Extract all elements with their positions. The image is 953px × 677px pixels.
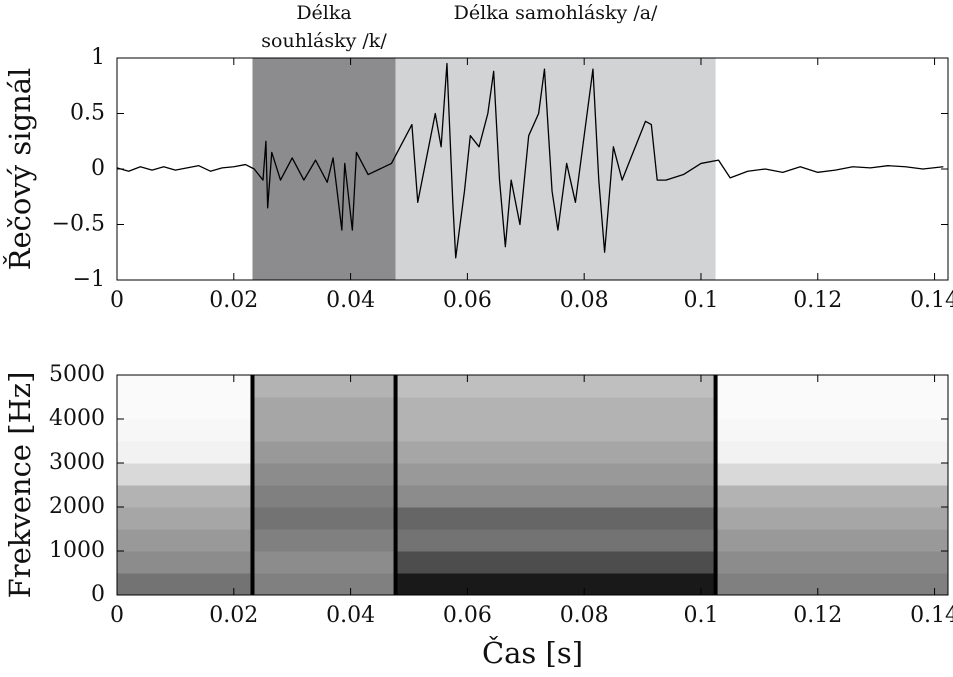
spectrogram-cell [117, 507, 253, 530]
spectrogram-cell [117, 419, 253, 442]
spectrogram-cell [252, 529, 397, 552]
x-tick-label: 0.08 [560, 288, 609, 313]
spectrogram-cell [117, 573, 253, 596]
spectrogram-cell [117, 529, 253, 552]
spectrogram-cell [715, 485, 949, 508]
y-tick-label: 1 [91, 45, 105, 70]
spectrogram-cell [395, 419, 717, 442]
spectrogram-cell [395, 573, 717, 596]
span-label: souhlásky /k/ [261, 30, 387, 52]
y-tick-label: 1000 [49, 538, 105, 563]
x-axis-label: Čas [s] [482, 635, 583, 670]
x-tick-label: 0.1 [683, 288, 718, 313]
spectrogram-cell [117, 551, 253, 574]
spectrogram-cell [252, 485, 397, 508]
y-tick-label: 0 [91, 582, 105, 607]
x-tick-label: 0.12 [793, 288, 842, 313]
spectrogram-cell [395, 507, 717, 530]
x-tick-label: 0 [110, 288, 124, 313]
span [395, 58, 716, 280]
x-tick-label: 0.14 [910, 603, 953, 628]
x-tick-label: 0.02 [209, 603, 258, 628]
y-tick-label: −1 [73, 267, 105, 292]
x-tick-label: 0.08 [560, 603, 609, 628]
y-tick-label: 4000 [49, 406, 105, 431]
spectrogram-cell [395, 551, 717, 574]
spectrogram-cell [715, 507, 949, 530]
y-tick-label: 3000 [49, 450, 105, 475]
spectrogram-cell [252, 419, 397, 442]
spectrogram-cell [252, 507, 397, 530]
spectrogram-cell [715, 441, 949, 464]
x-tick-label: 0 [110, 603, 124, 628]
span [252, 58, 396, 280]
spectrogram-cell [252, 397, 397, 420]
spectrogram-cell [395, 441, 717, 464]
x-tick-label: 0.04 [326, 288, 375, 313]
y-tick-label: 5000 [49, 362, 105, 387]
spectrogram-cell [395, 375, 717, 398]
x-tick-label: 0.12 [793, 603, 842, 628]
spectrogram-cell [715, 551, 949, 574]
spectrogram-cell [252, 573, 397, 596]
spectrogram-cell [395, 397, 717, 420]
y-tick-label: −0.5 [52, 212, 105, 237]
spectrogram-cell [117, 485, 253, 508]
spectrogram-cell [117, 463, 253, 486]
spectrogram-cell [715, 463, 949, 486]
spectrogram-cell [252, 463, 397, 486]
spectrogram-cell [252, 551, 397, 574]
x-tick-label: 0.04 [326, 603, 375, 628]
spectrogram-cell [117, 375, 253, 398]
x-tick-label: 0.14 [910, 288, 953, 313]
spectrogram-cell [117, 441, 253, 464]
spectrogram-cell [715, 375, 949, 398]
x-tick-label: 0.06 [443, 603, 492, 628]
spectrogram-cell [715, 397, 949, 420]
spectrogram-cell [395, 463, 717, 486]
spectrogram-cell [252, 441, 397, 464]
spectrogram-cell [715, 529, 949, 552]
x-tick-label: 0.06 [443, 288, 492, 313]
y-tick-label: 2000 [49, 494, 105, 519]
spectrogram-cell [395, 485, 717, 508]
signal-line [116, 62, 944, 259]
spectrogram-cell [252, 375, 397, 398]
y-axis-label: Frekvence [Hz] [3, 372, 37, 599]
y-tick-label: 0 [91, 156, 105, 181]
spectrogram-cell [395, 529, 717, 552]
y-tick-label: 0.5 [70, 101, 105, 126]
span-label: Délka samohlásky /a/ [454, 2, 658, 24]
y-axis-label: Řečový signál [2, 68, 37, 271]
span-label: Délka [296, 2, 351, 24]
axes-frame [116, 374, 949, 596]
spectrogram-cell [715, 573, 949, 596]
x-tick-label: 0.02 [209, 288, 258, 313]
x-tick-label: 0.1 [683, 603, 718, 628]
spectrogram-cell [117, 397, 253, 420]
spectrogram-cell [715, 419, 949, 442]
